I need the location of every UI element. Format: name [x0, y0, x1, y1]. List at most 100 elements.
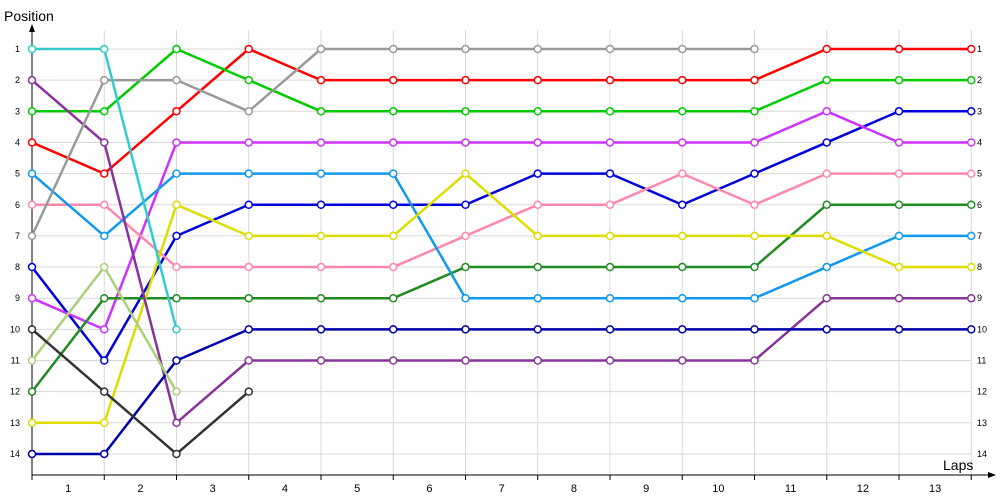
series-5: [27, 169, 976, 272]
series-point: [244, 231, 253, 241]
series-point: [100, 262, 109, 272]
series-point: [244, 107, 253, 116]
series-point: [100, 418, 109, 428]
series-point: [100, 75, 109, 85]
y-tick-label-right: 13: [977, 418, 987, 428]
series-point: [27, 293, 37, 303]
y-tick-label-left: 12: [10, 387, 20, 397]
y-tick-label-right: 11: [977, 356, 986, 366]
series-point: [27, 200, 37, 209]
y-tick-label-right: 1: [977, 44, 982, 54]
series-point: [27, 449, 37, 459]
y-tick-label-right: 8: [977, 262, 982, 272]
axes: Position Laps: [4, 8, 996, 478]
series-line: [30, 78, 973, 425]
y-tick-label-right: 3: [977, 106, 982, 116]
y-tick-label-left: 11: [11, 356, 20, 366]
series-point: [894, 75, 904, 85]
series-point: [100, 44, 109, 54]
series-point: [316, 231, 326, 241]
x-tick-label: 12: [857, 483, 869, 495]
series-point: [316, 44, 326, 54]
series-point: [100, 356, 109, 365]
series-point: [461, 75, 470, 85]
x-tick-label: 9: [643, 483, 649, 495]
series-point: [389, 356, 398, 365]
x-tick-label: 2: [137, 483, 143, 495]
series-point: [822, 75, 831, 85]
series-point: [678, 200, 687, 209]
series-point: [27, 418, 37, 428]
series-point: [967, 107, 976, 116]
series-point: [533, 169, 542, 178]
series-point: [244, 169, 253, 178]
series-point: [316, 138, 326, 147]
x-tick-label: 5: [354, 483, 360, 495]
series-point: [678, 262, 687, 272]
series-point: [605, 200, 615, 209]
series-point: [100, 138, 109, 147]
series-point: [389, 107, 398, 116]
series-2: [27, 44, 976, 116]
series-8: [27, 169, 976, 428]
series-line: [30, 172, 973, 269]
series-point: [750, 200, 759, 209]
y-tick-label-left: 4: [15, 137, 20, 147]
series-point: [750, 293, 759, 303]
series-point: [244, 293, 253, 303]
y-tick-label-left: 8: [15, 262, 20, 272]
series-point: [605, 262, 615, 272]
series-point: [316, 325, 326, 334]
series-point: [172, 107, 181, 116]
series-point: [244, 200, 253, 209]
series-point: [100, 387, 109, 396]
series-point: [967, 325, 976, 334]
series-point: [533, 75, 542, 85]
series-point: [316, 75, 326, 85]
y-tick-label-right: 9: [977, 293, 982, 303]
series-point: [605, 138, 615, 147]
series-point: [678, 169, 687, 178]
series-line: [30, 172, 973, 425]
series-point: [172, 325, 181, 334]
y-axis-title: Position: [4, 8, 54, 24]
y-tick-label-left: 10: [10, 324, 20, 334]
series-point: [172, 387, 181, 396]
series-point: [100, 449, 109, 459]
series-point: [27, 44, 37, 54]
series-10: [27, 325, 976, 459]
y-tick-label-right: 12: [977, 387, 987, 397]
x-tick-label: 6: [426, 483, 432, 495]
series-point: [894, 231, 904, 241]
series-point: [822, 138, 831, 147]
series-point: [533, 325, 542, 334]
series-point: [172, 356, 181, 365]
y-axis-arrow: [29, 24, 35, 32]
y-tick-label-left: 2: [15, 75, 20, 85]
y-tick-label-right: 4: [977, 137, 982, 147]
series-point: [678, 75, 687, 85]
series-12: [27, 44, 181, 334]
x-axis-title: Laps: [943, 457, 973, 473]
y-tick-label-right: 10: [977, 324, 987, 334]
series-9: [27, 75, 976, 428]
series-point: [461, 293, 470, 303]
series-point: [244, 138, 253, 147]
series-point: [461, 138, 470, 147]
series-point: [27, 387, 37, 396]
series-point: [750, 44, 759, 54]
series-point: [27, 138, 37, 147]
series-point: [461, 200, 470, 209]
series-point: [822, 169, 831, 178]
series-point: [533, 356, 542, 365]
series-point: [244, 44, 253, 54]
series-point: [27, 75, 37, 85]
series-point: [605, 293, 615, 303]
series-point: [244, 325, 253, 334]
series-point: [750, 325, 759, 334]
series-point: [100, 200, 109, 209]
series-point: [172, 449, 181, 459]
series-point: [244, 356, 253, 365]
